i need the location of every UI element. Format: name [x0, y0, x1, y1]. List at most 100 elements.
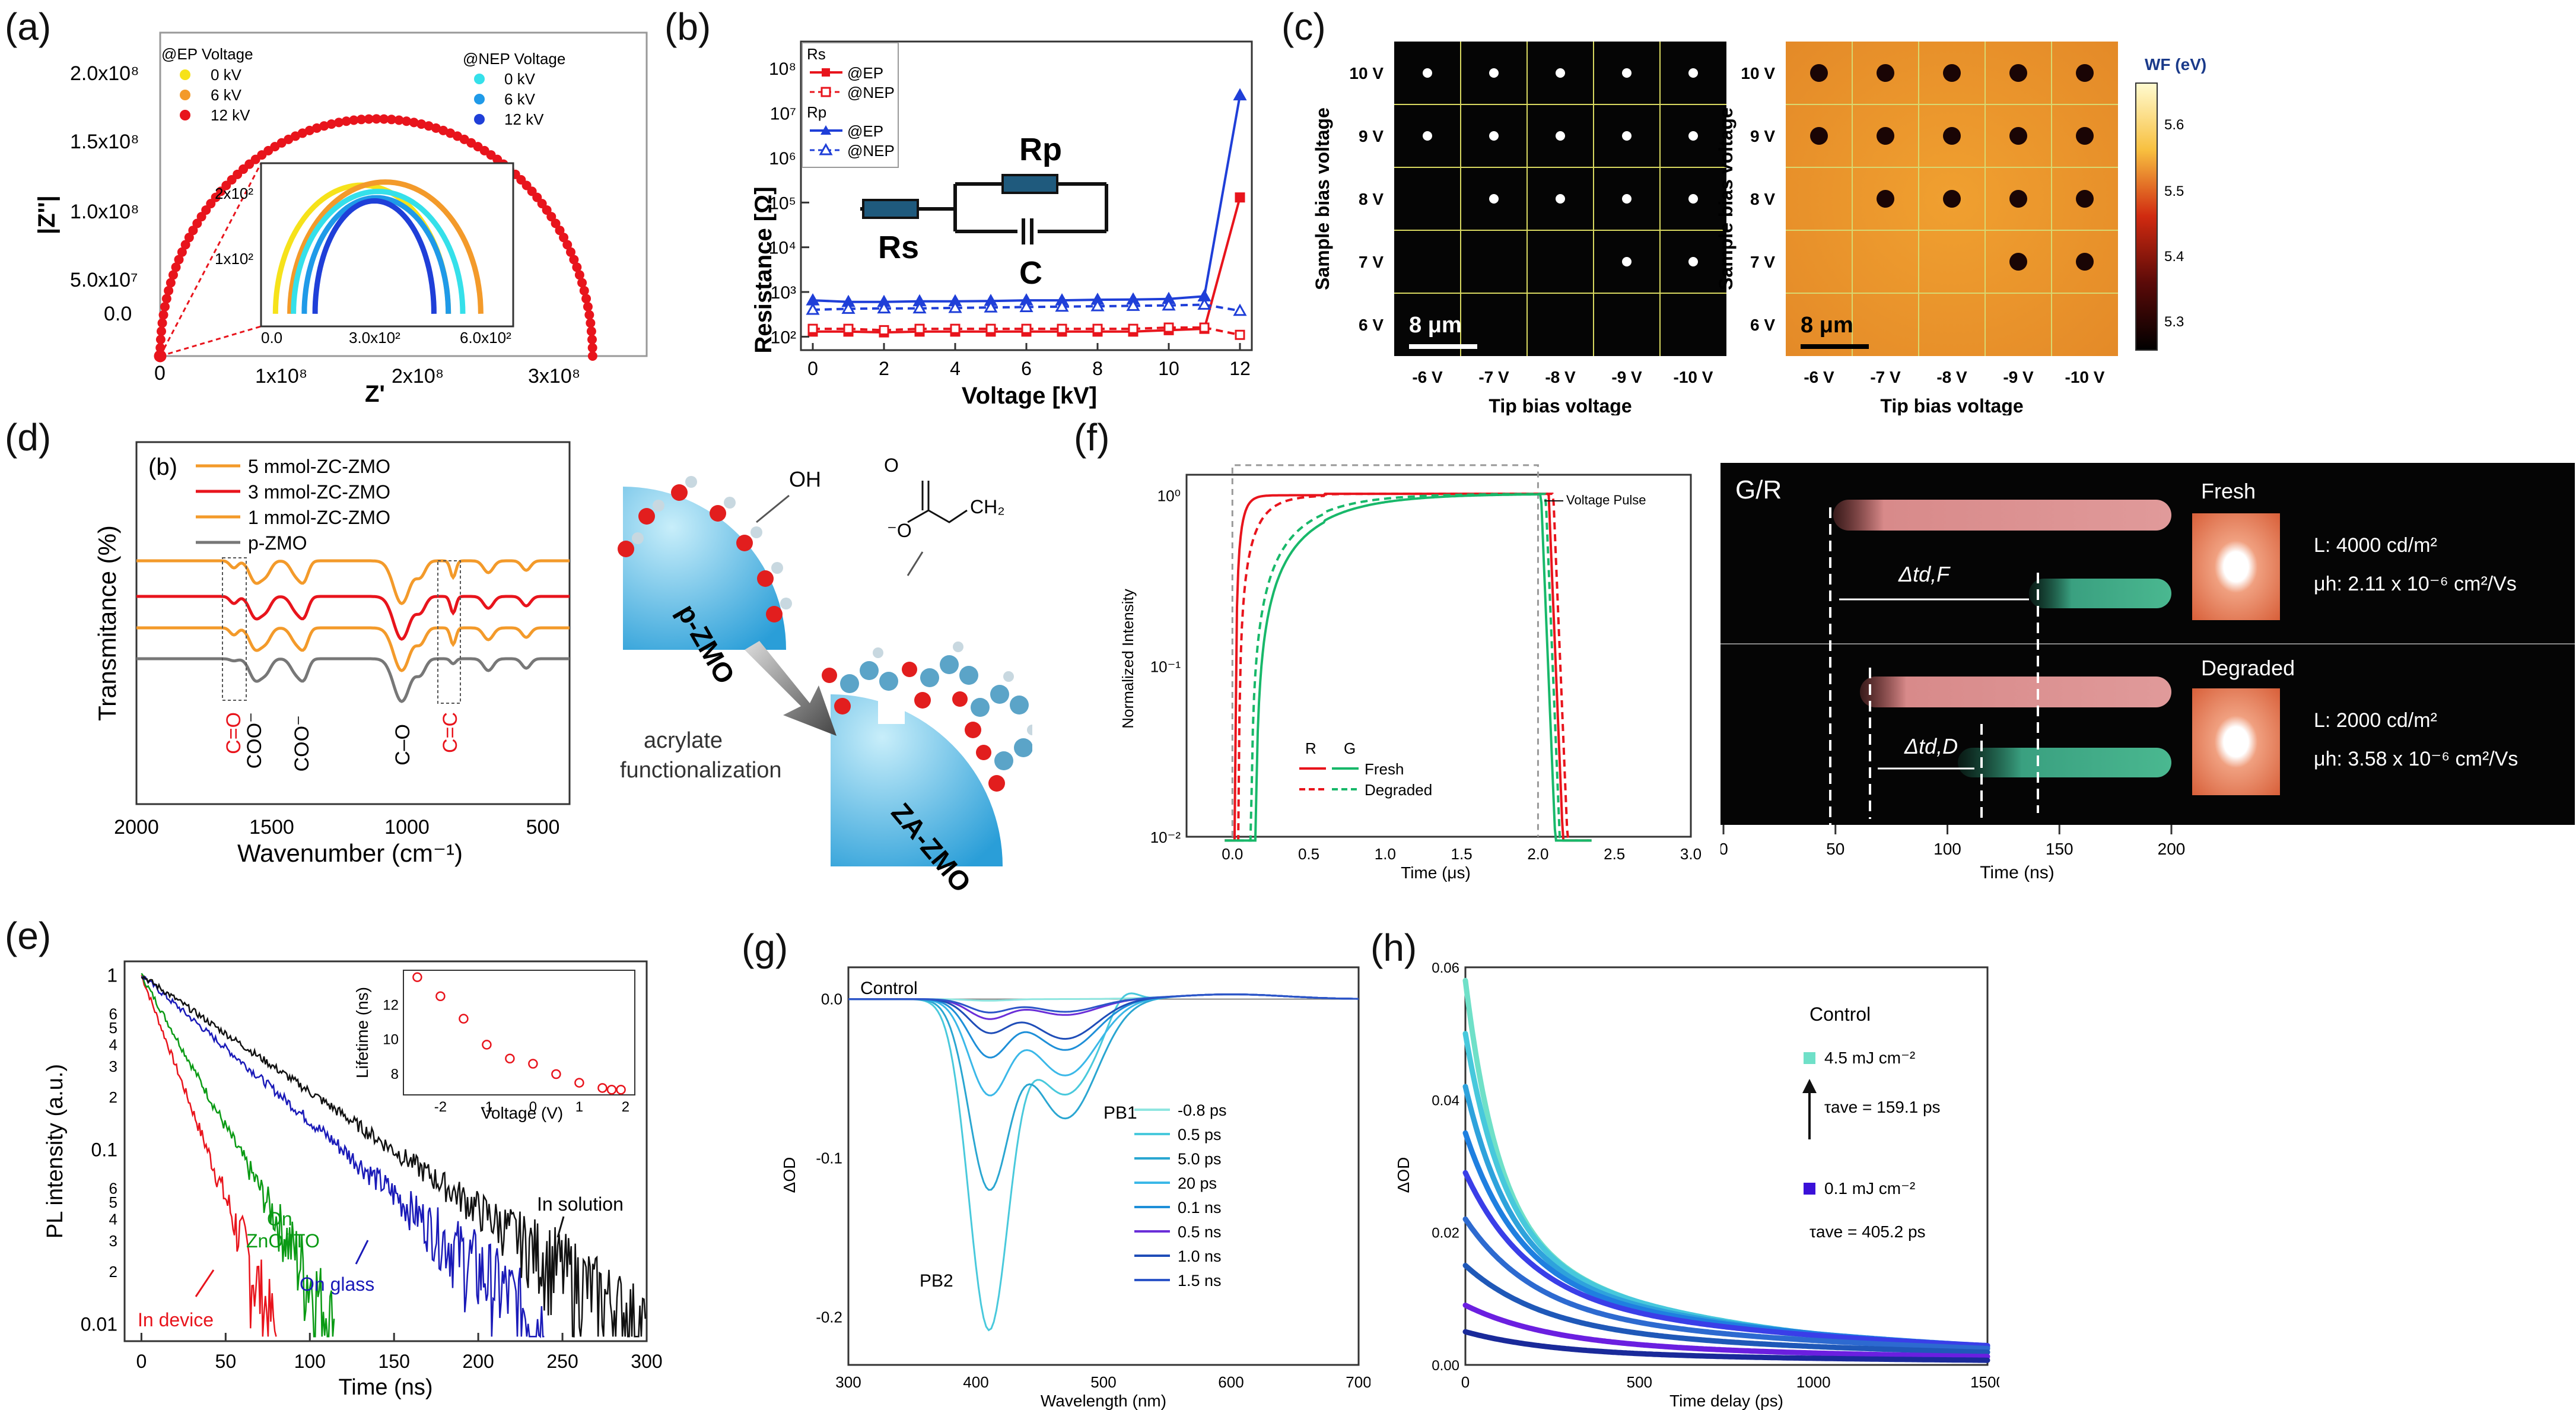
e-xtick-label: 50	[215, 1351, 237, 1372]
e-inset-point	[459, 1014, 469, 1024]
b-rp-point	[877, 301, 891, 314]
f-red-streak-fresh	[1833, 500, 2171, 531]
a-legend-marker	[474, 114, 485, 125]
d-oh-label: OH	[789, 467, 821, 491]
e-label-zno-2: ZnO/ITO	[246, 1230, 320, 1252]
a-red-point	[297, 128, 307, 138]
d-carbon-atom	[1014, 738, 1032, 757]
b-rs-point	[1128, 323, 1138, 334]
d-ion-ch2: CH₂	[970, 496, 1005, 517]
f-xtick-label: 2.0	[1527, 845, 1548, 863]
f-legend-fresh: Fresh	[1365, 760, 1404, 778]
a-red-point	[379, 114, 389, 124]
c-ytick-label: 10 V	[1349, 64, 1384, 82]
panel-c-kpfm: Sample bias voltage Tip bias voltage Sam…	[1312, 42, 2206, 415]
f-ytick-label: 10⁻²	[1150, 828, 1181, 846]
f-ylabel: Normalized Intensity	[1119, 589, 1137, 729]
h-legend-arrowhead	[1802, 1079, 1817, 1093]
c-ylabel-right: Sample bias voltage	[1715, 107, 1737, 290]
a-red-point	[394, 115, 404, 125]
e-label-solution: In solution	[537, 1193, 624, 1215]
f-streak-xtick: 50	[1826, 840, 1844, 858]
c-left-spot	[1556, 194, 1565, 204]
b-rs-point	[879, 325, 889, 335]
f-streak-xtick: 150	[2046, 840, 2073, 858]
c-xlabel-left: Tip bias voltage	[1489, 395, 1632, 415]
e-inset-point	[505, 1053, 515, 1063]
f-voltage-pulse	[1231, 464, 1539, 837]
a-red-point	[196, 212, 206, 222]
g-xtick-label: 600	[1218, 1373, 1244, 1391]
d-zazmo-particle	[831, 694, 1003, 866]
a-legend-marker	[180, 69, 190, 80]
a-red-point	[562, 240, 573, 250]
h-kinetic-trace	[1462, 1216, 1990, 1351]
h-ytick-label: 0.06	[1432, 960, 1459, 976]
d-spectrum-line	[136, 595, 570, 641]
h-ytick-label: 0.02	[1432, 1225, 1459, 1241]
c-ytick-label: 7 V	[1750, 253, 1775, 271]
b-circuit-rs: Rs	[878, 230, 919, 265]
e-inset-xtick: 0	[529, 1099, 537, 1115]
d-oxygen-atom	[834, 698, 851, 714]
d-acrylate-arrow	[907, 551, 924, 576]
a-red-point	[584, 310, 594, 320]
d-peak-label-4: C=C	[439, 712, 462, 753]
a-red-point	[171, 262, 181, 272]
d-oxygen-atom	[914, 692, 931, 709]
d-peak-label-3: C–O	[392, 724, 414, 766]
a-red-point	[157, 318, 167, 328]
d-carbon-atom	[840, 674, 859, 693]
d-hydrogen-atom	[750, 526, 762, 538]
g-xtick-label: 500	[1090, 1373, 1116, 1391]
f-pixel-degraded	[2192, 688, 2280, 795]
d-xtick-2: 1000	[384, 816, 430, 839]
c-right-spot	[2076, 190, 2094, 208]
d-hydrogen-atom	[953, 642, 963, 652]
f-streak-xtick: 0	[1720, 840, 1728, 858]
b-rs-point	[843, 323, 854, 334]
a-red-point	[155, 335, 166, 345]
f-mu-fresh: μh: 2.11 x 10⁻⁶ cm²/Vs	[2314, 573, 2517, 595]
e-ytick-label: 0.1	[91, 1139, 117, 1160]
c-xtick-label: -8 V	[1936, 368, 1967, 386]
c-cbar-tick-2: 5.4	[2164, 249, 2184, 265]
c-right-spot	[1810, 64, 1828, 82]
h-legend-high-marker	[1804, 1052, 1815, 1064]
a-red-point	[559, 233, 569, 243]
e-inset-point	[435, 991, 446, 1001]
a-frame	[159, 31, 648, 357]
c-ytick-label: 9 V	[1750, 127, 1775, 145]
g-xtick-label: 400	[963, 1373, 988, 1391]
b-xlabel: Voltage [kV]	[962, 383, 1097, 409]
b-xtick-label: 6	[1021, 358, 1032, 379]
d-schematic: p-ZMO ZA-ZMO acrylate functionalization …	[618, 455, 1032, 890]
g-legend-label: 5.0 ps	[1178, 1150, 1222, 1168]
a-red-point	[364, 114, 374, 124]
b-rp-point	[806, 302, 820, 315]
h-legend-bg	[1786, 991, 1976, 1252]
e-inset-ytick: 8	[391, 1066, 399, 1082]
e-xtick-label: 300	[631, 1351, 662, 1372]
f-ytick-label: 10⁻¹	[1150, 658, 1181, 675]
d-oxygen-atom	[710, 505, 726, 522]
b-rs-point	[807, 323, 818, 334]
d-oxygen-atom	[618, 541, 634, 557]
c-left-spot	[1622, 257, 1632, 266]
c-ylabel-left: Sample bias voltage	[1312, 107, 1333, 290]
a-ytick-4: 2.0x10⁸	[70, 62, 139, 85]
c-cbar-tick-0: 5.6	[2164, 117, 2184, 133]
a-red-point	[161, 294, 171, 304]
c-left-spot	[1622, 68, 1632, 78]
c-left-spot	[1622, 194, 1632, 204]
f-streak-xlabel: Time (ns)	[1980, 863, 2055, 882]
g-spectrum-line	[848, 993, 1359, 1097]
b-rp-resistor	[1001, 174, 1058, 194]
a-red-point	[409, 118, 419, 128]
a-xtick-2: 2x10⁸	[392, 365, 444, 388]
a-red-point	[334, 118, 344, 128]
panel-label-b: (b)	[664, 5, 711, 48]
e-arrow-glass	[355, 1240, 369, 1265]
b-ytick-label: 10⁴	[769, 239, 796, 258]
h-ytick-label: 0.04	[1432, 1093, 1459, 1109]
